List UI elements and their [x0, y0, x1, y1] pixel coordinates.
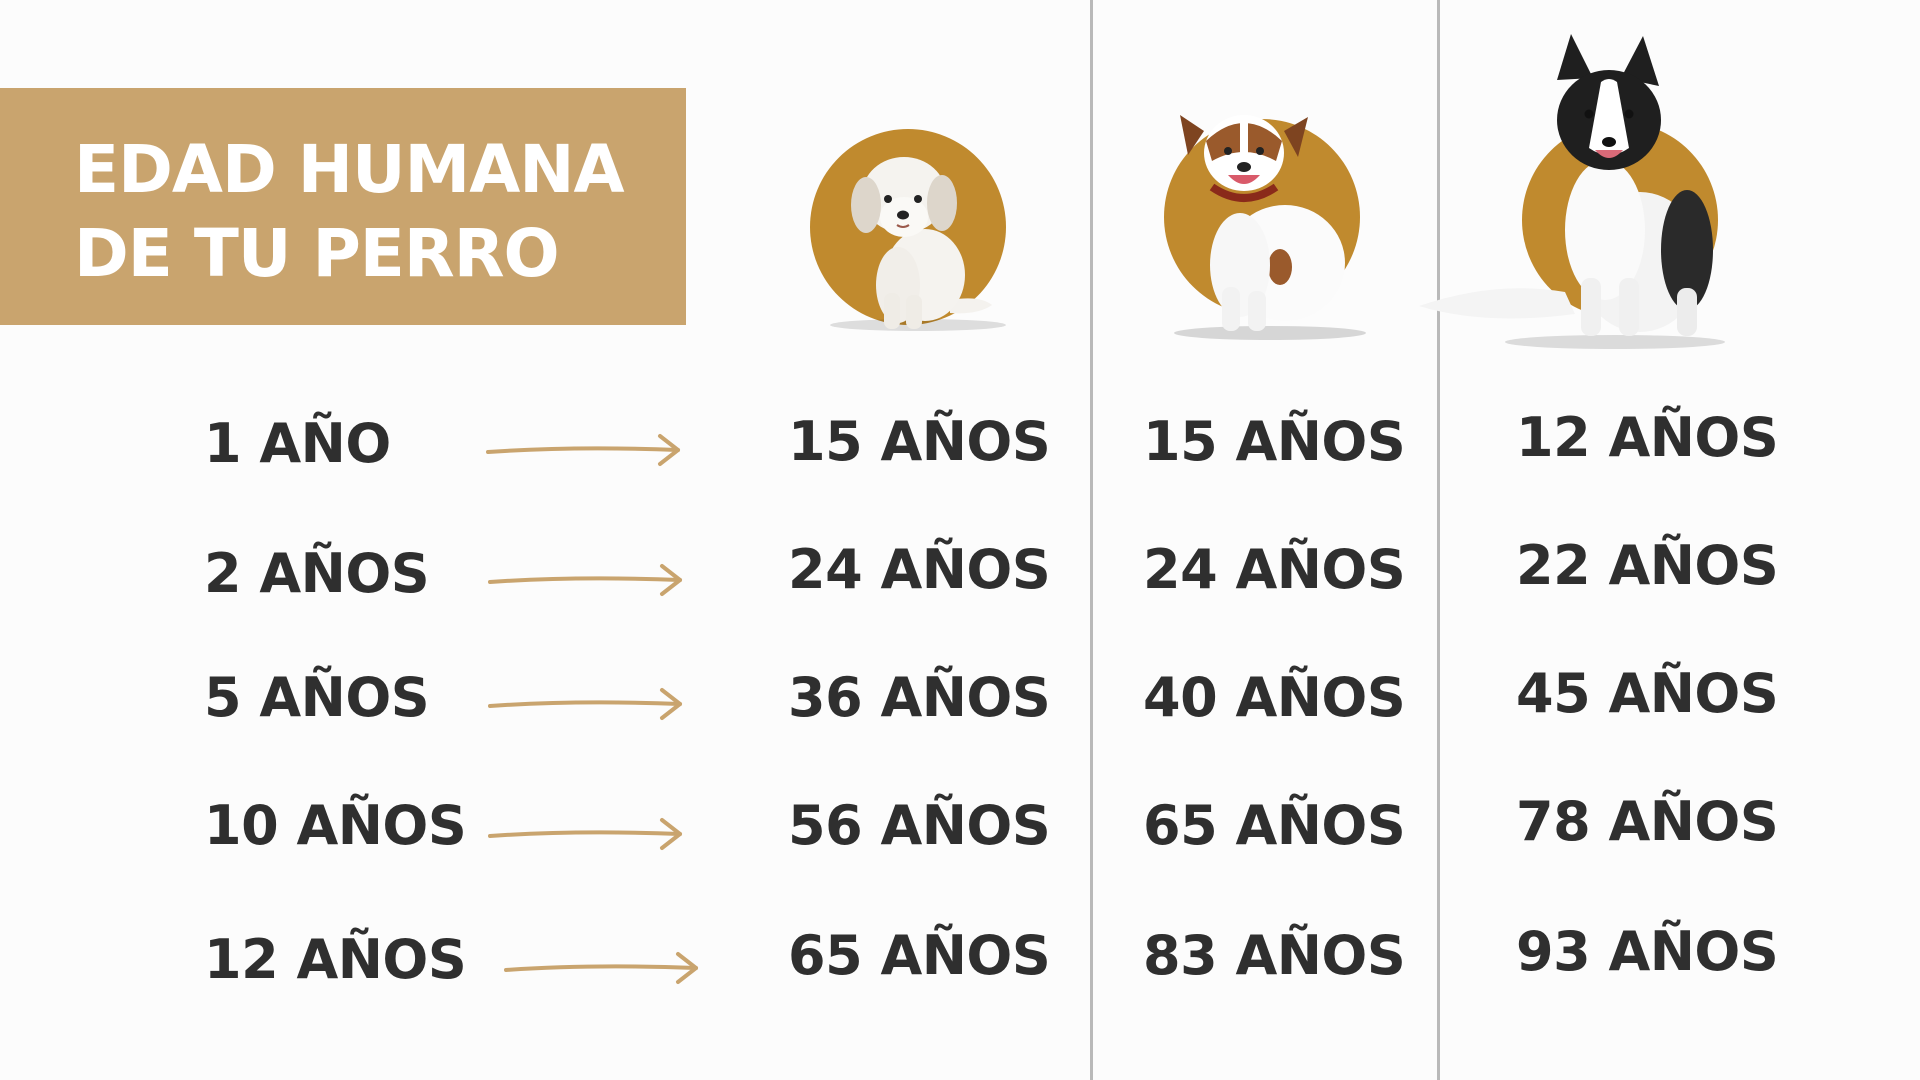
- dog-age-1: 1 AÑO: [204, 412, 391, 475]
- column-divider-1: [1090, 0, 1093, 1080]
- breed-2-human-age-2: 24 AÑOS: [1143, 538, 1406, 601]
- breed-3-human-age-2: 22 AÑOS: [1516, 534, 1779, 597]
- breed-2-human-age-1: 15 AÑOS: [1143, 410, 1406, 473]
- breed-3-human-age-3: 45 AÑOS: [1516, 662, 1779, 725]
- breed-2-human-age-4: 65 AÑOS: [1143, 794, 1406, 857]
- title-banner: EDAD HUMANA DE TU PERRO: [0, 88, 686, 325]
- arrow-right-icon: [488, 818, 682, 850]
- small-white-dog-illustration: [810, 129, 1006, 331]
- breed-1-human-age-4: 56 AÑOS: [788, 794, 1051, 857]
- arrow-right-icon: [504, 952, 698, 984]
- jack-russell-illustration: [1164, 115, 1366, 340]
- dog-age-2: 2 AÑOS: [204, 542, 430, 605]
- dog-age-3: 5 AÑOS: [204, 666, 430, 729]
- breed-1-human-age-1: 15 AÑOS: [788, 410, 1051, 473]
- column-divider-2: [1437, 0, 1440, 1080]
- arrow-right-icon: [488, 564, 682, 596]
- breed-3-human-age-1: 12 AÑOS: [1516, 406, 1779, 469]
- dog-age-4: 10 AÑOS: [204, 794, 467, 857]
- breed-3-human-age-5: 93 AÑOS: [1516, 920, 1779, 983]
- title-line-1: EDAD HUMANA: [74, 131, 625, 208]
- title-line-2: DE TU PERRO: [74, 215, 560, 292]
- arrow-right-icon: [488, 688, 682, 720]
- breed-1-human-age-3: 36 AÑOS: [788, 666, 1051, 729]
- breed-3-human-age-4: 78 AÑOS: [1516, 790, 1779, 853]
- border-collie-illustration: [1419, 34, 1725, 349]
- breed-1-human-age-2: 24 AÑOS: [788, 538, 1051, 601]
- dog-age-5: 12 AÑOS: [204, 928, 467, 991]
- breed-2-human-age-3: 40 AÑOS: [1143, 666, 1406, 729]
- breed-1-human-age-5: 65 AÑOS: [788, 924, 1051, 987]
- arrow-right-icon: [486, 434, 680, 466]
- breed-2-human-age-5: 83 AÑOS: [1143, 924, 1406, 987]
